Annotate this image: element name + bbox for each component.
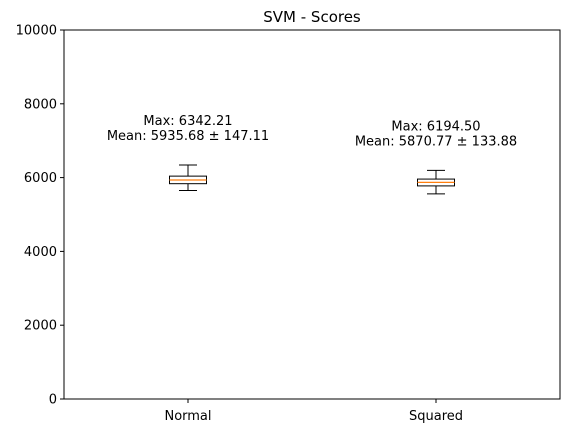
x-axis-ticks: Normal Squared <box>164 399 463 424</box>
x-tick-label: Normal <box>164 409 211 424</box>
mean-annotation: Mean: 5870.77 ± 133.88 <box>355 134 517 149</box>
box-normal <box>169 164 207 192</box>
y-tick-label: 6000 <box>24 171 57 186</box>
y-tick-label: 0 <box>49 393 57 408</box>
box-series <box>169 164 455 195</box>
box-squared <box>417 169 455 195</box>
x-tick-label: Squared <box>409 409 463 424</box>
y-tick-label: 4000 <box>24 245 57 260</box>
max-annotation: Max: 6342.21 <box>143 114 232 129</box>
plot-frame <box>63 29 561 400</box>
mean-annotation: Mean: 5935.68 ± 147.11 <box>107 129 269 144</box>
y-tick-label: 2000 <box>24 319 57 334</box>
y-tick-label: 8000 <box>24 97 57 112</box>
y-tick-label: 10000 <box>16 24 57 39</box>
y-axis-ticks: 0 2000 4000 6000 8000 10000 <box>16 24 64 408</box>
max-annotation: Max: 6194.50 <box>391 119 480 134</box>
chart-title: SVM - Scores <box>263 8 361 26</box>
